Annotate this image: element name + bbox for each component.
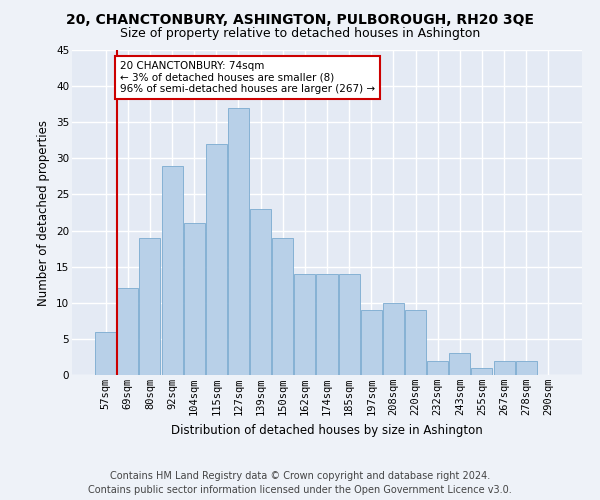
Bar (139, 238, 160, 375)
Bar (361, 310, 382, 375)
Text: 20, CHANCTONBURY, ASHINGTON, PULBOROUGH, RH20 3QE: 20, CHANCTONBURY, ASHINGTON, PULBOROUGH,… (66, 12, 534, 26)
Y-axis label: Number of detached properties: Number of detached properties (37, 120, 50, 306)
Bar (472, 368, 493, 375)
Bar (228, 108, 249, 375)
Bar (272, 238, 293, 375)
Bar (316, 274, 338, 375)
Bar (250, 209, 271, 375)
Bar (405, 310, 426, 375)
Text: 20 CHANCTONBURY: 74sqm
← 3% of detached houses are smaller (8)
96% of semi-detac: 20 CHANCTONBURY: 74sqm ← 3% of detached … (120, 61, 375, 94)
Bar (184, 224, 205, 375)
Bar (338, 274, 359, 375)
Bar (206, 144, 227, 375)
Bar (95, 332, 116, 375)
Bar (449, 354, 470, 375)
Bar (494, 360, 515, 375)
Text: Size of property relative to detached houses in Ashington: Size of property relative to detached ho… (120, 28, 480, 40)
Bar (515, 360, 536, 375)
Bar (427, 360, 448, 375)
X-axis label: Distribution of detached houses by size in Ashington: Distribution of detached houses by size … (171, 424, 483, 436)
Text: Contains HM Land Registry data © Crown copyright and database right 2024.
Contai: Contains HM Land Registry data © Crown c… (88, 471, 512, 495)
Bar (295, 274, 316, 375)
Bar (383, 303, 404, 375)
Bar (161, 166, 182, 375)
Bar (118, 288, 139, 375)
